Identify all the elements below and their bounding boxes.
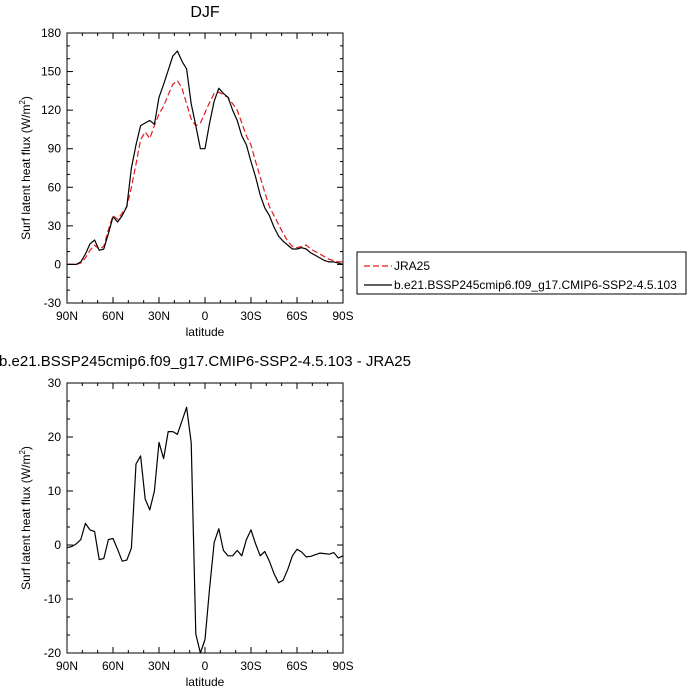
chart-1: DJF -30 0 30 60 90 120 150 180 90N 60N 30N 0 30S 60S 90… (18, 4, 687, 339)
x-tick-label: 60N (102, 659, 124, 673)
y-tick-label: 0 (54, 257, 61, 271)
x-tick-label: 60S (286, 309, 307, 323)
y-tick-label: 0 (54, 538, 61, 552)
y-axis-label-close: ) (19, 96, 33, 100)
y-tick-label: 180 (41, 26, 61, 40)
y-axis-label-text: Surf latent heat flux (W/m (19, 105, 33, 240)
y-axis-label-text: Surf latent heat flux (W/m (19, 455, 33, 590)
x-tick-label: 60S (286, 659, 307, 673)
y-tick-label: 120 (41, 103, 61, 117)
y-axis-label: Surf latent heat flux (W/m2) (18, 446, 33, 590)
chart-title: b.e21.BSSP245cmip6.f09_g17.CMIP6-SSP2-4.… (0, 353, 411, 370)
plot-frame (66, 32, 344, 304)
x-tick-label: 90N (56, 309, 78, 323)
x-tick-label: 30N (148, 659, 170, 673)
y-axis-label-superscript: 2 (18, 100, 27, 105)
y-tick-label: 20 (48, 430, 62, 444)
series-line-1 (67, 79, 343, 265)
y-tick-label: 30 (48, 376, 62, 390)
chart-title: DJF (190, 4, 220, 21)
x-tick-label: 60N (102, 309, 124, 323)
y-tick-label: -30 (44, 296, 62, 310)
series-line-1 (66, 406, 344, 654)
x-tick-label: 0 (202, 659, 209, 673)
x-tick-label: 0 (202, 309, 209, 323)
x-tick-label: 30N (148, 309, 170, 323)
y-tick-label: -20 (44, 646, 62, 660)
x-tick-label: 90N (56, 659, 78, 673)
y-axis-label-superscript: 2 (18, 450, 27, 455)
series-line-2 (67, 50, 344, 265)
x-tick-label: 90S (332, 309, 353, 323)
chart-2: b.e21.BSSP245cmip6.f09_g17.CMIP6-SSP2-4.… (0, 353, 411, 689)
y-tick-label: 150 (41, 65, 61, 79)
y-tick-label: 60 (48, 180, 62, 194)
legend: JRA25 b.e21.BSSP245cmip6.f09_g17.CMIP6-SS… (356, 251, 687, 295)
y-tick-label: -10 (44, 592, 62, 606)
y-tick-label: 10 (48, 484, 62, 498)
y-tick-label: 90 (48, 142, 62, 156)
legend-label-2: b.e21.BSSP245cmip6.f09_g17.CMIP6-SSP2-4.… (394, 278, 677, 292)
y-tick-label: 30 (48, 219, 62, 233)
plot-frame (66, 382, 344, 654)
x-axis-label: latitude (186, 675, 225, 689)
y-axis-label-close: ) (19, 446, 33, 450)
legend-box (356, 251, 687, 295)
x-tick-label: 30S (240, 309, 261, 323)
x-tick-label: 90S (332, 659, 353, 673)
y-axis-label: Surf latent heat flux (W/m2) (18, 96, 33, 240)
x-tick-label: 30S (240, 659, 261, 673)
legend-label-1: JRA25 (394, 259, 430, 273)
x-axis-label: latitude (186, 325, 225, 339)
